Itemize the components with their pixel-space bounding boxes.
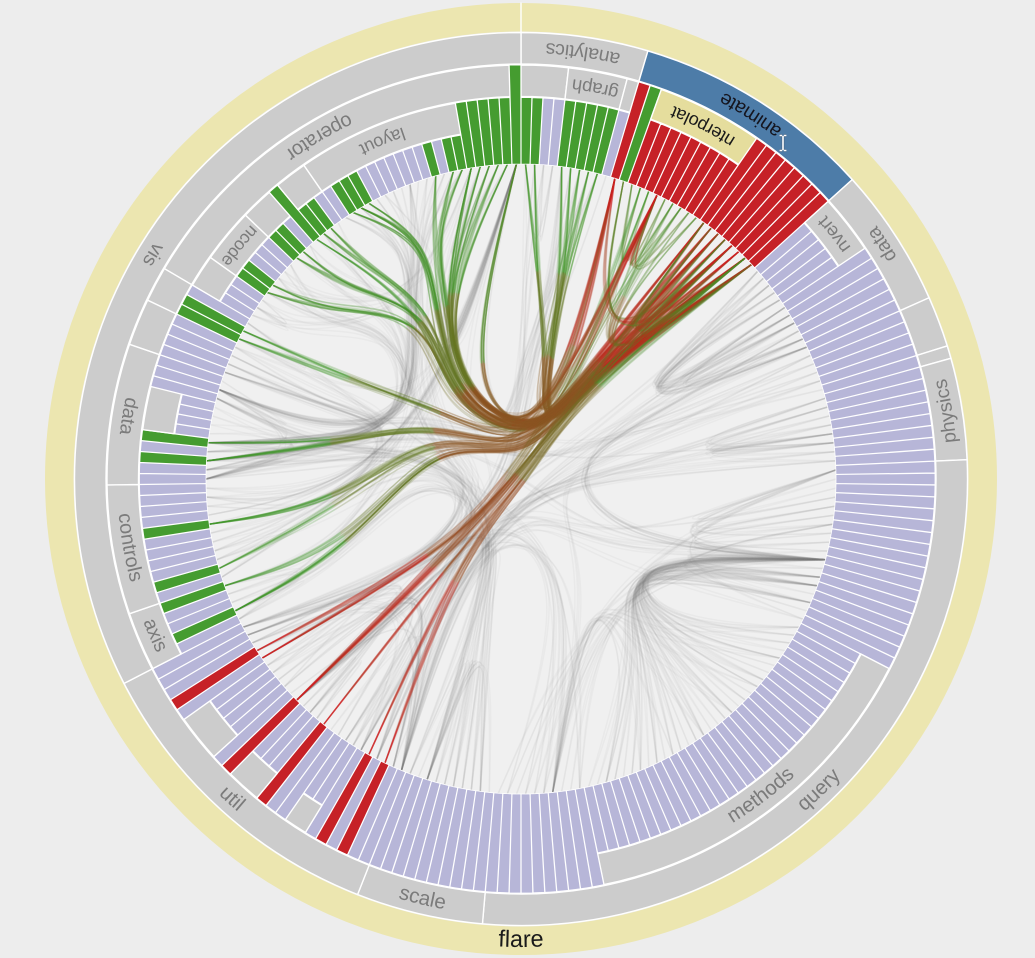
svg-text:flare: flare xyxy=(498,925,544,952)
